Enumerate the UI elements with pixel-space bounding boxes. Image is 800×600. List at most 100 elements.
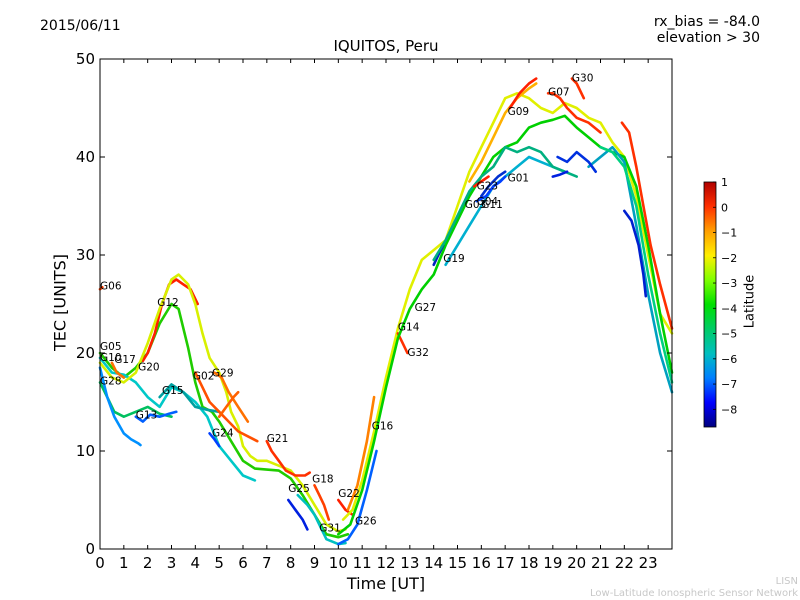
series-layer (98, 77, 674, 546)
satellite-label: G05 (100, 341, 122, 353)
x-tick-label: 20 (567, 554, 586, 572)
satellite-label: G31 (319, 522, 341, 534)
series-line-6 (134, 410, 178, 423)
series-line-31 (508, 77, 538, 110)
series-line-23 (337, 114, 674, 536)
x-tick-label: 22 (615, 554, 634, 572)
satellite-label: G01 (508, 173, 529, 185)
y-axis-label: TEC [UNITS] (50, 254, 70, 351)
x-tick-label: 0 (95, 554, 105, 572)
satellite-label: G24 (212, 427, 234, 439)
series-line-36 (623, 209, 648, 298)
x-tick-label: 18 (519, 554, 538, 572)
series-line-20 (346, 395, 376, 512)
rx-bias-label: rx_bias = -84.0 (653, 14, 760, 30)
satellite-label: G18 (312, 473, 334, 485)
y-tick-label: 20 (76, 344, 95, 362)
x-tick-label: 4 (191, 554, 201, 572)
satellite-label: G07 (548, 86, 570, 98)
satellite-label: G25 (288, 483, 310, 495)
satellite-label: G32 (407, 347, 429, 359)
series-line-34 (587, 145, 674, 394)
colorbar-tick-label: −8 (721, 403, 737, 416)
satellite-label: G06 (100, 280, 122, 292)
x-tick-label: 16 (472, 554, 491, 572)
series-line-10 (194, 371, 259, 443)
series-line-9 (158, 383, 221, 414)
satellite-label: G29 (212, 368, 234, 380)
x-tick-label: 19 (543, 554, 562, 572)
colorbar-tick-label: −5 (721, 328, 737, 341)
colorbar-tick-label: −1 (721, 227, 737, 240)
satellite-label: G22 (338, 488, 360, 500)
x-tick-label: 5 (214, 554, 224, 572)
series-line-12 (217, 390, 240, 418)
x-tick-label: 17 (496, 554, 515, 572)
x-tick-label: 14 (424, 554, 443, 572)
chart-title: IQUITOS, Peru (333, 37, 439, 55)
series-line-29 (472, 175, 490, 188)
series-line-33 (570, 77, 586, 100)
series-line-15 (287, 498, 309, 531)
plot-frame (99, 58, 673, 550)
series-line-26 (432, 145, 578, 262)
satellite-label: G26 (355, 516, 377, 528)
series-line-19 (337, 449, 378, 546)
colorbar-tick-label: −7 (721, 378, 737, 391)
series-line-5 (98, 366, 142, 447)
series-line-28 (480, 170, 507, 198)
satellite-label: G23 (477, 180, 499, 192)
satellite-label: G14 (398, 322, 420, 334)
x-tick-label: 3 (167, 554, 177, 572)
y-tick-label: 10 (76, 442, 95, 460)
satellite-label: G09 (508, 106, 529, 118)
series-line-32 (546, 92, 602, 134)
colorbar-label: Latitude (742, 274, 758, 329)
series-line-39 (551, 170, 569, 178)
x-tick-label: 1 (119, 554, 129, 572)
satellite-label: G03 (465, 199, 487, 211)
y-tick-label: 40 (76, 148, 95, 166)
series-line-3 (110, 361, 126, 379)
x-axis-label: Time [UT] (346, 574, 426, 593)
x-tick-label: 7 (262, 554, 272, 572)
elevation-label: elevation > 30 (656, 30, 760, 46)
colorbar-tick-label: −2 (721, 252, 737, 265)
colorbar-ticks: 1 0 −1 −2 −3 −4 −5 −6 −7 −8 (713, 176, 737, 416)
x-tick-label: 9 (310, 554, 320, 572)
date-label: 2015/06/11 (40, 18, 121, 34)
series-line-11 (213, 371, 250, 423)
series-line-8 (98, 273, 347, 533)
satellite-label: G19 (443, 253, 465, 265)
colorbar-tick-label: 0 (721, 201, 728, 214)
satellite-label: G11 (481, 199, 503, 211)
satellite-label: G10 (100, 352, 122, 364)
x-tick-label: 6 (238, 554, 248, 572)
colorbar-tick-label: −6 (721, 353, 737, 366)
satellite-label: G28 (100, 375, 122, 387)
satellite-label: G12 (157, 297, 179, 309)
y-tick-label: 50 (76, 50, 95, 68)
x-tick-label: 12 (376, 554, 395, 572)
series-line-27 (475, 175, 507, 203)
x-tick-label: 2 (143, 554, 153, 572)
satellite-label: G20 (138, 362, 160, 374)
colorbar-tick-label: −3 (721, 277, 737, 290)
x-tick-label: 13 (400, 554, 419, 572)
satellite-label: G15 (162, 385, 184, 397)
satellite-label: G13 (136, 410, 158, 422)
satellite-label: G30 (572, 73, 594, 85)
y-tick-label: 0 (85, 540, 95, 558)
x-tick-label: 8 (286, 554, 296, 572)
series-line-30 (468, 82, 538, 183)
x-tick-label: 23 (639, 554, 658, 572)
y-tick-label: 30 (76, 246, 95, 264)
colorbar-tick-label: −4 (721, 302, 737, 315)
network-short-label: LISN (775, 576, 798, 587)
satellite-label: G16 (372, 420, 394, 432)
x-axis: 0 1 2 3 4 5 6 7 8 9 10 11 12 13 14 15 16 17 18 19 20 21 22 23 (95, 59, 658, 572)
x-tick-label: 10 (329, 554, 348, 572)
series-line-21 (341, 92, 674, 521)
